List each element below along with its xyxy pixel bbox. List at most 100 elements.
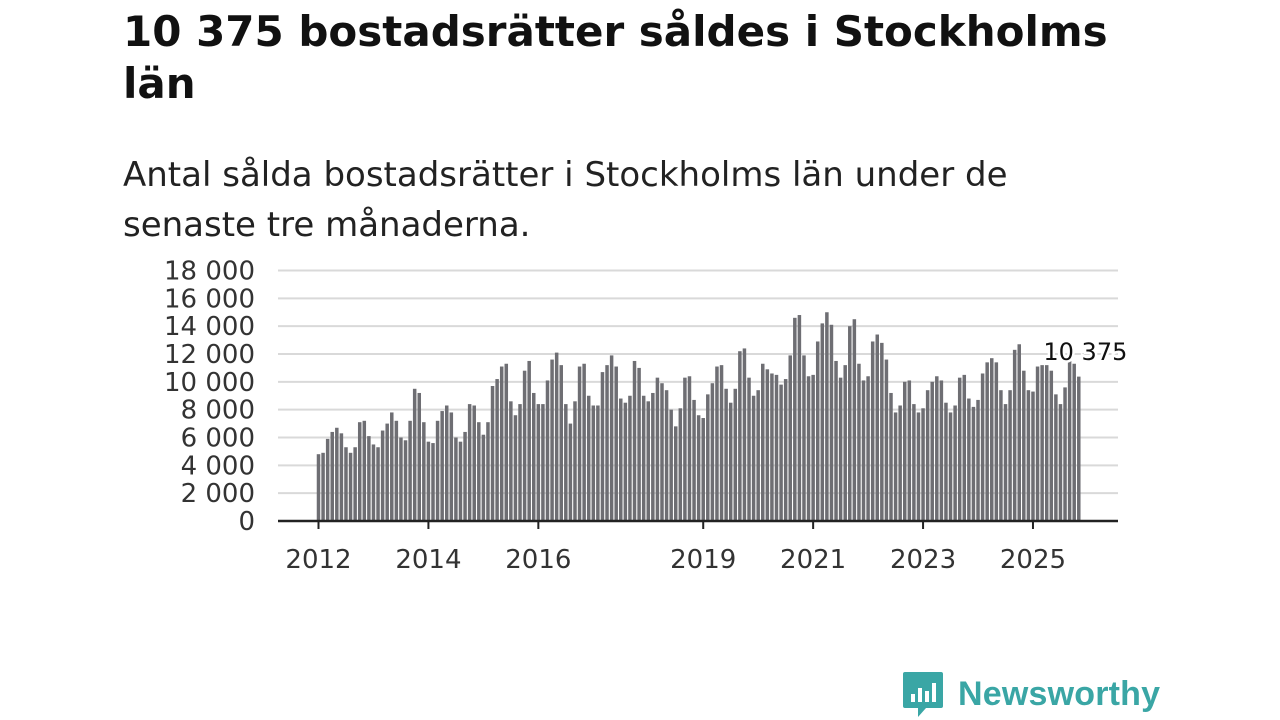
data-bar <box>330 431 334 521</box>
data-bar <box>577 366 582 521</box>
data-bar <box>499 366 504 521</box>
y-tick-label: 2 000 <box>181 479 255 509</box>
data-bar <box>550 359 554 521</box>
data-bar <box>843 365 847 521</box>
y-tick-label: 18 000 <box>164 257 255 287</box>
data-bar <box>701 418 705 521</box>
data-bar <box>696 415 701 521</box>
x-tick-label: 2014 <box>395 545 461 575</box>
data-bar <box>838 377 843 521</box>
data-bar <box>417 392 422 521</box>
data-bar <box>422 422 426 521</box>
data-bar <box>889 392 893 521</box>
data-bar <box>348 452 353 521</box>
value-annotation: 10 375 <box>1043 338 1127 366</box>
y-tick-label: 4 000 <box>181 451 255 481</box>
data-bar <box>728 402 733 521</box>
data-bar <box>985 362 989 521</box>
data-bar <box>1077 376 1081 521</box>
data-bar <box>719 365 724 521</box>
data-bar <box>564 404 568 521</box>
data-bar <box>399 437 403 521</box>
data-bar <box>825 312 829 521</box>
data-bar <box>687 376 692 521</box>
data-bar <box>390 412 394 521</box>
data-bar <box>559 365 563 521</box>
data-bar <box>907 380 912 521</box>
data-bar <box>852 319 857 521</box>
data-bar <box>1008 390 1012 521</box>
data-bar <box>788 355 792 521</box>
data-bar <box>532 392 536 521</box>
newsworthy-brand[interactable]: Newsworthy <box>902 670 1160 718</box>
brand-name: Newsworthy <box>958 674 1161 713</box>
data-bar <box>779 384 783 521</box>
data-bar <box>724 388 728 521</box>
data-bar <box>834 360 838 521</box>
data-bar <box>678 408 683 521</box>
data-bar <box>632 360 637 521</box>
data-bar <box>367 436 371 521</box>
y-tick-label: 10 000 <box>164 368 255 398</box>
data-bar <box>921 408 925 521</box>
data-bar <box>1054 394 1058 521</box>
data-bar <box>880 342 884 521</box>
data-bar <box>449 412 454 521</box>
data-bar <box>1003 404 1008 521</box>
data-bar <box>316 454 321 521</box>
y-tick-label: 8 000 <box>181 396 255 426</box>
data-bar <box>605 365 609 521</box>
data-bar <box>1058 404 1063 521</box>
data-bar <box>596 405 600 521</box>
data-bar <box>628 395 632 521</box>
data-bar <box>435 420 440 521</box>
data-bar <box>1031 391 1035 521</box>
data-bar <box>811 374 815 521</box>
data-bar <box>990 358 994 521</box>
data-bar <box>948 412 953 521</box>
data-bar <box>870 341 875 521</box>
data-bar <box>976 399 980 521</box>
x-tick-label: 2012 <box>285 545 351 575</box>
data-bar <box>463 431 467 521</box>
data-bar <box>815 341 820 521</box>
data-bar <box>527 360 531 521</box>
data-bar <box>673 426 678 521</box>
data-bar <box>935 376 939 521</box>
data-bar <box>971 406 976 521</box>
data-bar <box>930 381 934 521</box>
data-bar <box>568 423 573 521</box>
y-tick-label: 14 000 <box>164 312 255 342</box>
x-tick-label: 2021 <box>780 545 846 575</box>
data-bar <box>939 380 944 521</box>
data-bar <box>848 326 852 521</box>
data-bar <box>916 412 921 521</box>
data-bar <box>651 392 655 521</box>
data-bar <box>554 352 559 521</box>
data-bar <box>1063 387 1067 521</box>
data-bar <box>875 334 880 521</box>
data-bar <box>545 380 550 521</box>
data-bar <box>747 377 751 521</box>
data-bar <box>1044 365 1049 521</box>
data-bar <box>614 366 618 521</box>
data-bar <box>710 383 715 521</box>
data-bar <box>925 390 930 521</box>
y-tick-label: 12 000 <box>164 340 255 370</box>
data-bar <box>591 405 596 521</box>
data-bar <box>980 373 985 521</box>
data-bar <box>371 444 376 521</box>
data-bar <box>339 433 344 521</box>
data-bar <box>431 443 435 521</box>
data-bar <box>440 411 444 521</box>
data-bar <box>467 404 472 521</box>
data-bar <box>426 441 431 521</box>
data-bar <box>944 402 948 521</box>
data-bar <box>444 405 449 521</box>
data-bar <box>793 317 797 521</box>
data-bar <box>902 381 907 521</box>
data-bar <box>518 404 522 521</box>
data-bar <box>481 434 486 521</box>
data-bar <box>783 379 788 521</box>
